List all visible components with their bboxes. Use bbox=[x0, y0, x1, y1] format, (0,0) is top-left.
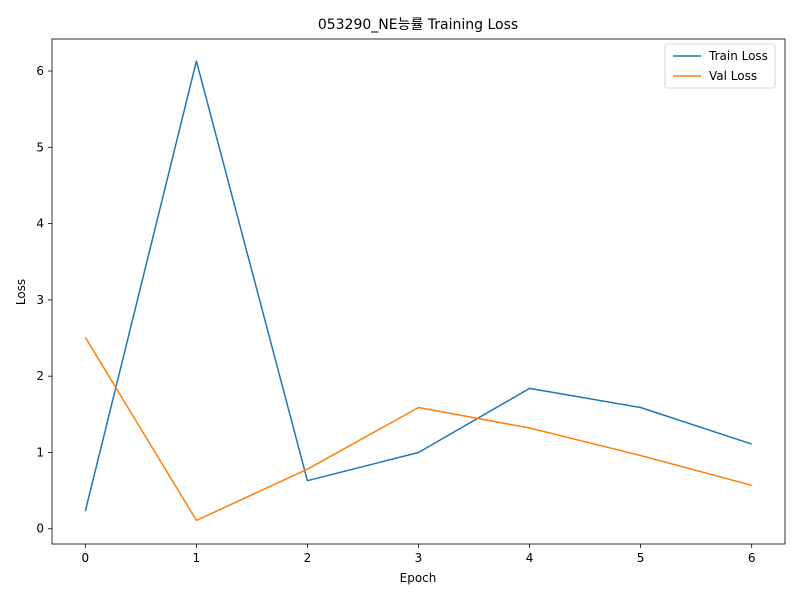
chart-title: 053290_NE능률 Training Loss bbox=[318, 17, 518, 33]
y-tick-label: 6 bbox=[36, 64, 44, 78]
y-tick-label: 0 bbox=[36, 522, 44, 536]
series-line-train-loss bbox=[84, 60, 752, 512]
series-line-val-loss bbox=[84, 336, 752, 522]
x-tick-label: 4 bbox=[526, 551, 534, 565]
x-tick-label: 5 bbox=[637, 551, 645, 565]
x-tick-label: 1 bbox=[193, 551, 201, 565]
legend-box bbox=[664, 43, 776, 89]
y-tick-label: 1 bbox=[36, 445, 44, 459]
x-axis-label: Epoch bbox=[400, 571, 437, 585]
legend-label-train-loss: Train Loss bbox=[708, 49, 768, 63]
y-tick-label: 5 bbox=[36, 140, 44, 154]
x-tick-label: 6 bbox=[748, 551, 756, 565]
y-tick-label: 2 bbox=[36, 369, 44, 383]
y-tick-label: 3 bbox=[36, 293, 44, 307]
y-axis-label: Loss bbox=[14, 279, 28, 305]
legend-label-val-loss: Val Loss bbox=[709, 69, 757, 83]
x-tick-label: 3 bbox=[415, 551, 423, 565]
x-tick-label: 2 bbox=[304, 551, 312, 565]
plot-area: 0 1 2 3 4 5 6 0 1 2 3 4 5 6 Train Loss Val Loss bbox=[36, 38, 786, 565]
x-tick-label: 0 bbox=[81, 551, 89, 565]
y-tick-label: 4 bbox=[36, 217, 44, 231]
